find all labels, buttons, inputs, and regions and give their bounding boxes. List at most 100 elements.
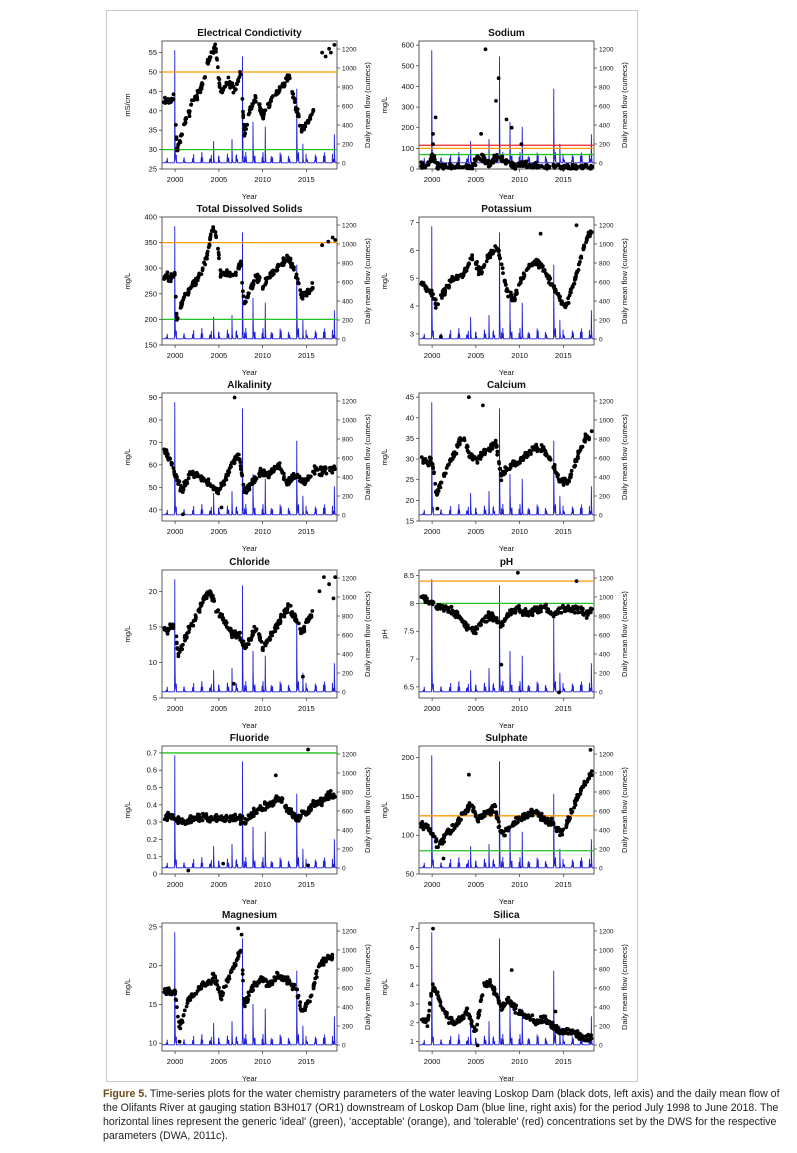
data-point <box>434 838 439 843</box>
y-axis-label: mg/L <box>123 626 132 643</box>
data-point <box>169 272 174 276</box>
data-point <box>487 164 492 168</box>
data-point <box>193 96 197 100</box>
right-tick-label: 200 <box>599 846 610 853</box>
data-point <box>187 114 192 119</box>
data-point <box>498 156 503 160</box>
data-point <box>241 294 246 299</box>
x-tick-label: 2005 <box>468 527 485 536</box>
data-point <box>473 628 477 633</box>
data-point <box>323 466 327 470</box>
right-tick-label: 400 <box>599 651 610 658</box>
data-point <box>506 995 511 1000</box>
data-point <box>200 81 204 85</box>
data-point <box>285 610 290 615</box>
data-point <box>541 264 545 269</box>
data-point <box>238 72 243 77</box>
flow-line <box>419 402 594 516</box>
data-point <box>477 1013 481 1018</box>
data-point <box>522 816 527 821</box>
data-point <box>169 96 174 101</box>
data-point <box>240 97 245 101</box>
right-tick-label: 800 <box>342 966 353 973</box>
data-point <box>204 596 209 600</box>
data-point <box>213 233 218 238</box>
data-point <box>577 1036 582 1041</box>
data-point <box>536 258 540 263</box>
data-point <box>220 992 225 997</box>
data-point <box>213 975 218 980</box>
right-tick-label: 400 <box>599 474 610 481</box>
data-point <box>517 816 522 821</box>
chart-panel-0: Electrical Condictivity 25 30 35 40 45 50 55 mS/… <box>123 28 372 201</box>
data-point <box>530 163 535 167</box>
data-point <box>491 986 495 991</box>
flow-series <box>162 402 337 516</box>
data-point <box>482 981 486 986</box>
data-point <box>310 281 315 285</box>
y-tick-label: 80 <box>149 415 157 424</box>
y-axis-label: mg/L <box>123 802 132 819</box>
data-point <box>467 395 471 399</box>
y-tick-label: 0.1 <box>147 852 157 861</box>
data-point <box>270 633 274 638</box>
data-point <box>589 429 594 434</box>
right-tick-label: 200 <box>342 317 353 324</box>
data-point <box>490 613 495 617</box>
data-point <box>513 1011 518 1015</box>
data-point <box>444 1015 449 1019</box>
data-point <box>579 256 584 260</box>
data-point <box>247 487 252 492</box>
data-point <box>474 631 478 636</box>
data-points <box>162 747 337 873</box>
data-point <box>221 483 226 487</box>
data-point <box>166 811 171 816</box>
data-point <box>264 977 268 982</box>
data-point <box>572 281 577 286</box>
data-point <box>239 260 243 265</box>
data-point <box>215 57 219 62</box>
data-point <box>282 475 286 479</box>
data-point <box>188 814 193 819</box>
chart-panel-8: Fluoride 0 0.1 0.2 0.3 0.4 0.5 0.6 0.7 mg/L 0 200 40… <box>123 733 372 906</box>
data-point <box>175 145 180 150</box>
x-tick-label: 2015 <box>298 880 315 889</box>
data-point <box>436 302 440 307</box>
data-point <box>483 47 488 52</box>
data-point <box>430 152 435 157</box>
data-point <box>583 432 588 437</box>
data-points <box>162 395 337 517</box>
data-point <box>567 815 572 820</box>
data-point <box>563 608 567 613</box>
data-point <box>476 156 480 160</box>
x-tick-label: 2000 <box>424 880 441 889</box>
data-point <box>327 46 331 51</box>
data-point <box>495 815 500 820</box>
data-point <box>261 116 266 121</box>
data-point <box>464 445 469 449</box>
right-tick-label: 0 <box>599 689 603 696</box>
data-point <box>467 801 472 805</box>
y-tick-label: 25 <box>406 475 414 484</box>
data-point <box>331 596 336 601</box>
data-point <box>178 647 182 652</box>
data-point <box>320 50 324 55</box>
x-tick-label: 2000 <box>424 351 441 360</box>
data-point <box>589 769 594 773</box>
data-point <box>274 269 279 273</box>
data-point <box>285 975 290 980</box>
right-tick-label: 1000 <box>342 241 357 248</box>
data-point <box>512 1007 517 1012</box>
data-point <box>186 624 191 629</box>
data-point <box>197 987 201 992</box>
data-point <box>494 993 499 998</box>
data-point <box>332 464 336 469</box>
data-point <box>301 126 306 131</box>
data-point <box>436 845 440 849</box>
data-point <box>488 980 492 984</box>
data-point <box>504 826 508 831</box>
data-point <box>164 449 169 454</box>
data-point <box>191 994 196 998</box>
data-point <box>288 476 292 481</box>
data-point <box>179 132 184 137</box>
